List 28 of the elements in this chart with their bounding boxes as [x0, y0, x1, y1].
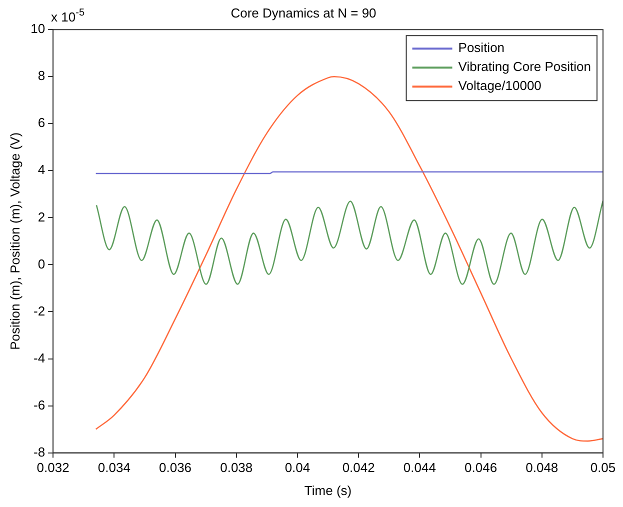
- y-tick-label: 10: [30, 21, 46, 36]
- chart-title: Core Dynamics at N = 90: [230, 5, 376, 20]
- y-tick-label: 6: [38, 115, 46, 130]
- line-series: [95, 76, 603, 442]
- x-tick-label: 0.04: [284, 460, 310, 476]
- y-tick-label: -4: [33, 350, 46, 366]
- x-tick-label: 0.038: [220, 460, 253, 476]
- y-tick-label: 4: [38, 162, 46, 178]
- x-tick-label: 0.034: [98, 460, 130, 476]
- x-tick-label: 0.046: [464, 460, 498, 476]
- y-tick-label: -8: [33, 444, 46, 460]
- y-tick-label: 2: [38, 209, 46, 224]
- x-tick-label: 0.036: [158, 460, 192, 476]
- line-series: [96, 200, 603, 285]
- x-tick-label: 0.032: [36, 460, 70, 476]
- y-tick-label: 0: [38, 256, 46, 272]
- legend-label: Voltage/10000: [458, 78, 542, 94]
- y-tick-label: -2: [33, 303, 46, 318]
- x-tick-label: 0.044: [403, 460, 436, 476]
- x-tick-label: 0.048: [526, 460, 558, 476]
- legend-label: Position: [458, 40, 505, 56]
- y-tick-label: 8: [38, 68, 46, 84]
- x-tick-label: 0.042: [342, 460, 375, 476]
- legend-label: Vibrating Core Position: [458, 59, 592, 74]
- y-tick-label: -6: [33, 397, 46, 412]
- y-axis-title: Position (m), Position (m), Voltage (V): [7, 132, 22, 350]
- x-axis-title: Time (s): [304, 482, 352, 498]
- x-tick-label: 0.05: [590, 460, 616, 476]
